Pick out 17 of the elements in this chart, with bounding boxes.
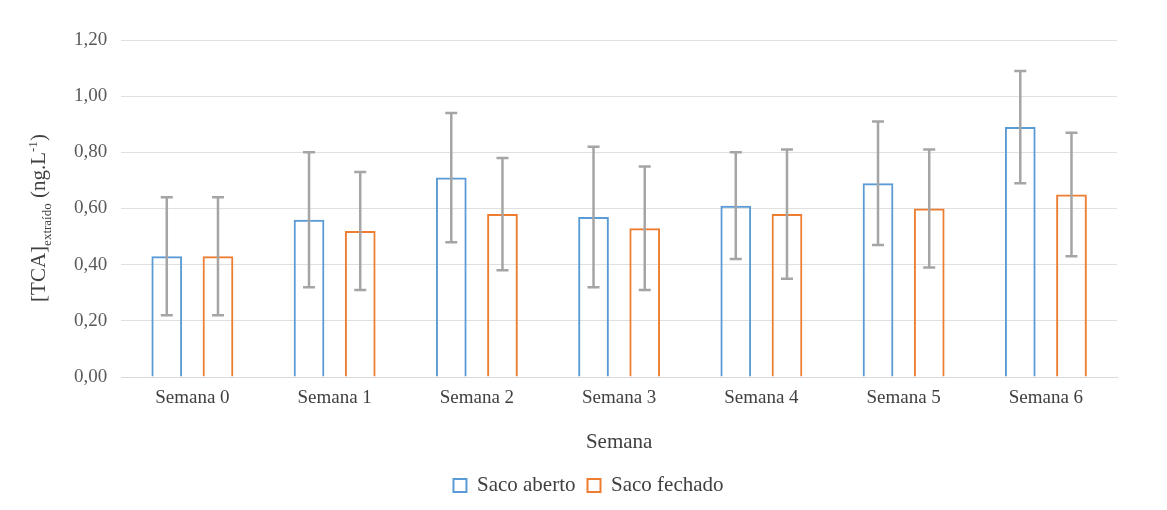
y-tick-label: 0,20 (74, 308, 108, 330)
x-tick-label: Semana 0 (155, 386, 230, 408)
x-tick-label: Semana 6 (1008, 386, 1084, 408)
x-tick-label: Semana 4 (724, 386, 800, 408)
x-tick-label: Semana 2 (439, 386, 515, 408)
x-tick-label: Semana 3 (581, 386, 657, 408)
y-tick-label: 0,80 (74, 140, 108, 162)
y-tick-label: 0,60 (74, 196, 108, 218)
x-tick-label: Semana 1 (297, 386, 372, 408)
y-tick-label: 1,00 (74, 84, 108, 106)
legend-label: Saco fechado (611, 472, 724, 497)
x-tick-label: Semana 5 (866, 386, 941, 408)
legend-label: Saco aberto (476, 472, 576, 497)
x-axis-title: Semana (585, 428, 654, 453)
y-tick-label: 0,40 (74, 252, 108, 274)
y-tick-label: 0,00 (74, 364, 108, 386)
y-tick-label: 1,20 (74, 27, 108, 49)
